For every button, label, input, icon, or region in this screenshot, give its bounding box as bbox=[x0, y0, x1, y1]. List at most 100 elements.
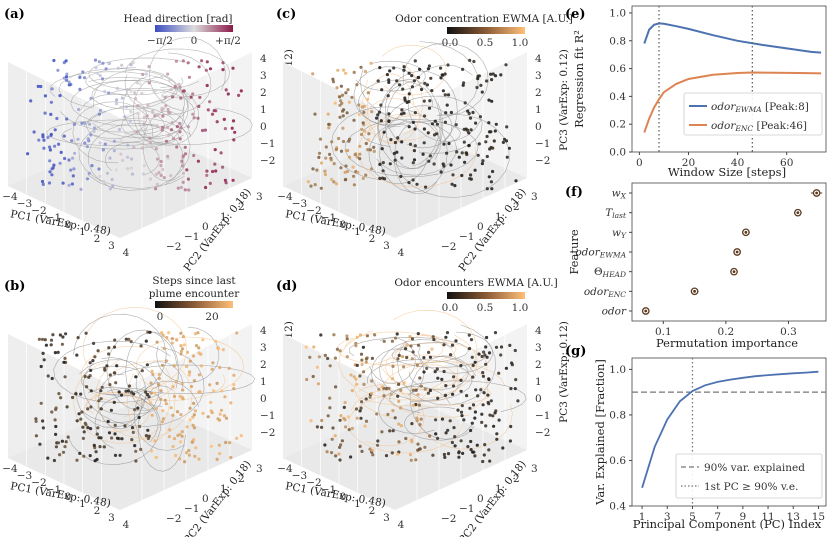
pca-point bbox=[213, 148, 217, 152]
pca-point bbox=[120, 96, 124, 100]
pca-point bbox=[429, 76, 433, 80]
pca-point bbox=[426, 131, 430, 135]
pca-point bbox=[144, 339, 148, 343]
pca-point bbox=[70, 139, 74, 143]
pca-point bbox=[467, 111, 471, 116]
pca-point bbox=[346, 415, 350, 419]
pca-point bbox=[494, 122, 498, 126]
pca-point bbox=[198, 95, 202, 99]
pca-point bbox=[359, 65, 363, 69]
pca-point bbox=[342, 68, 346, 72]
pca-point bbox=[57, 142, 61, 146]
pca-point bbox=[85, 385, 89, 389]
pca-point bbox=[402, 365, 406, 369]
pca-point bbox=[390, 377, 394, 381]
pca-point bbox=[402, 68, 406, 72]
pca-point bbox=[188, 359, 192, 363]
pca-point bbox=[50, 173, 54, 177]
f-importance-point-core bbox=[796, 211, 800, 215]
pca-point bbox=[126, 167, 130, 171]
pca-point bbox=[89, 96, 93, 100]
pca-point bbox=[81, 70, 85, 74]
pc3-tick-label: 2 bbox=[535, 359, 542, 371]
pca-point bbox=[455, 150, 459, 154]
pca-trajectory bbox=[73, 360, 171, 444]
pca-point bbox=[442, 369, 446, 374]
pca-point bbox=[124, 105, 129, 109]
pca-trajectory bbox=[132, 76, 185, 146]
pca-point bbox=[178, 137, 182, 141]
pca-point bbox=[107, 431, 112, 435]
pca-point bbox=[229, 455, 233, 460]
pca-point bbox=[423, 387, 427, 391]
pca-point bbox=[476, 394, 480, 398]
pca-point bbox=[329, 158, 333, 162]
pca-point bbox=[407, 125, 411, 129]
pca-point bbox=[83, 374, 87, 379]
pc1-tick-label: −4 bbox=[277, 463, 293, 475]
pca-point bbox=[107, 352, 111, 356]
pca-point bbox=[63, 375, 67, 379]
pca-point bbox=[82, 76, 87, 80]
pca-point bbox=[50, 410, 54, 414]
pca-point bbox=[133, 444, 137, 448]
legend-label-first-pc: 1st PC ≥ 90% v.e. bbox=[704, 481, 798, 493]
pca-point bbox=[436, 396, 440, 400]
pca-point bbox=[171, 137, 176, 141]
pca-point bbox=[186, 177, 190, 181]
pca-point bbox=[98, 108, 103, 113]
pca-point bbox=[81, 436, 85, 440]
pca-point bbox=[235, 331, 239, 335]
pca-trajectory bbox=[95, 359, 193, 439]
pca-point bbox=[443, 93, 447, 97]
pca-point bbox=[69, 168, 73, 172]
pca-point bbox=[101, 148, 105, 152]
pca-point bbox=[121, 158, 125, 162]
pc1-tick-label: −1 bbox=[321, 212, 336, 224]
pca-point bbox=[62, 360, 66, 364]
pca-point bbox=[189, 384, 194, 389]
pca-point bbox=[380, 176, 385, 180]
pca-point bbox=[232, 383, 236, 387]
pca-point bbox=[446, 452, 451, 456]
pca-point bbox=[65, 117, 69, 121]
pca-point bbox=[469, 428, 473, 433]
pca-point bbox=[405, 355, 409, 360]
pca-point bbox=[169, 128, 174, 132]
pca-point bbox=[77, 412, 81, 416]
pca-point bbox=[315, 425, 319, 429]
pca-point bbox=[215, 381, 219, 385]
pca-point bbox=[341, 109, 345, 113]
pc2-tick-label: 1 bbox=[220, 483, 227, 495]
pca-point bbox=[41, 351, 45, 355]
pca-point bbox=[414, 388, 418, 392]
pca-point bbox=[188, 418, 192, 422]
colorbar-a-tick: −π/2 bbox=[147, 35, 173, 47]
pca-point bbox=[186, 61, 190, 65]
pca-point bbox=[409, 458, 413, 462]
pc1-tick-label: −1 bbox=[46, 212, 61, 224]
pca-point bbox=[409, 344, 413, 348]
pca-point bbox=[407, 71, 411, 75]
colorbar-a-tick: 0 bbox=[191, 35, 198, 47]
pca-point bbox=[187, 75, 191, 79]
pca-point bbox=[381, 161, 385, 165]
pca-point bbox=[428, 355, 432, 359]
pca-point bbox=[58, 333, 63, 337]
pca-point bbox=[166, 107, 170, 112]
pca-point bbox=[86, 407, 90, 411]
pca-point bbox=[187, 453, 191, 457]
pca-point bbox=[134, 459, 138, 463]
pca-point bbox=[339, 99, 343, 103]
pca-point bbox=[151, 109, 155, 113]
pca-point bbox=[358, 152, 362, 156]
pca-trajectory bbox=[382, 361, 506, 418]
pca-point bbox=[397, 422, 401, 426]
pca-point bbox=[192, 153, 196, 158]
pca-point bbox=[453, 435, 457, 439]
pca-point bbox=[133, 408, 137, 412]
pca-point bbox=[217, 443, 221, 447]
pca-point bbox=[480, 354, 484, 359]
colorbar-b-tick: 0 bbox=[157, 311, 164, 323]
pca-point bbox=[446, 428, 450, 432]
